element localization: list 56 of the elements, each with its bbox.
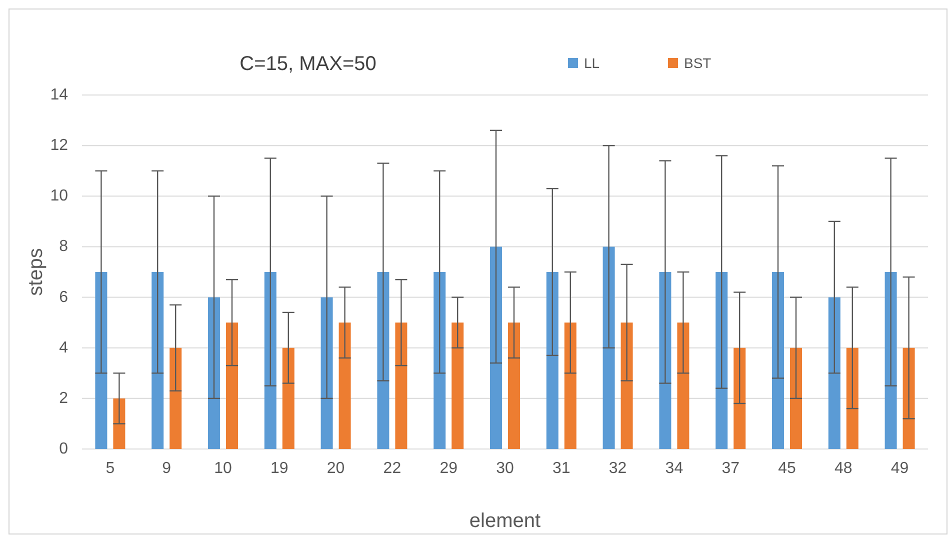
y-tick-label: 10 bbox=[50, 188, 68, 205]
x-tick-label: 5 bbox=[106, 460, 115, 477]
bar bbox=[902, 348, 915, 449]
x-tick-label: 20 bbox=[326, 460, 345, 477]
bar bbox=[208, 297, 220, 449]
legend-label: BST bbox=[684, 55, 712, 71]
x-tick-label: 31 bbox=[552, 460, 570, 477]
y-axis-title: steps bbox=[25, 248, 47, 296]
bar bbox=[395, 322, 408, 449]
bar bbox=[152, 272, 164, 449]
bar bbox=[884, 272, 897, 449]
bar bbox=[620, 322, 633, 449]
x-tick-label: 37 bbox=[722, 460, 740, 477]
bar bbox=[320, 297, 333, 449]
bar bbox=[434, 272, 446, 449]
chart-title: C=15, MAX=50 bbox=[240, 53, 376, 75]
x-tick-label: 30 bbox=[496, 460, 514, 477]
x-tick-label: 48 bbox=[834, 460, 852, 477]
bar bbox=[772, 272, 784, 449]
bar bbox=[846, 348, 858, 449]
y-tick-label: 14 bbox=[50, 86, 68, 104]
bar bbox=[602, 246, 615, 449]
x-tick-label: 22 bbox=[383, 460, 402, 477]
bar bbox=[828, 297, 840, 449]
x-tick-label: 49 bbox=[890, 460, 909, 477]
bar bbox=[264, 272, 276, 449]
bar bbox=[452, 322, 464, 449]
bar bbox=[716, 272, 728, 449]
y-tick-label: 2 bbox=[59, 390, 68, 407]
y-tick-label: 8 bbox=[59, 238, 68, 256]
x-tick-label: 10 bbox=[214, 460, 232, 477]
bar bbox=[564, 322, 576, 449]
bar bbox=[677, 322, 690, 449]
x-axis-title: element bbox=[469, 510, 542, 532]
bar bbox=[659, 272, 672, 449]
bar bbox=[790, 348, 802, 449]
y-tick-label: 6 bbox=[59, 288, 68, 306]
bar bbox=[734, 348, 746, 449]
x-tick-label: 34 bbox=[665, 460, 684, 477]
y-tick-label: 4 bbox=[59, 339, 68, 356]
y-tick-label: 12 bbox=[50, 137, 68, 154]
x-tick-label: 19 bbox=[270, 460, 288, 477]
bar bbox=[226, 322, 238, 449]
bar bbox=[95, 272, 108, 449]
bar bbox=[546, 272, 558, 449]
y-tick-label: 0 bbox=[59, 440, 68, 458]
bar bbox=[170, 348, 182, 449]
bar bbox=[282, 348, 294, 449]
bar bbox=[508, 322, 520, 449]
x-tick-label: 32 bbox=[608, 460, 627, 477]
legend-label: LL bbox=[584, 55, 600, 71]
bar bbox=[490, 246, 502, 449]
x-tick-label: 9 bbox=[162, 460, 172, 477]
bar bbox=[338, 322, 351, 449]
x-tick-label: 45 bbox=[778, 460, 796, 477]
x-tick-label: 29 bbox=[440, 460, 458, 477]
